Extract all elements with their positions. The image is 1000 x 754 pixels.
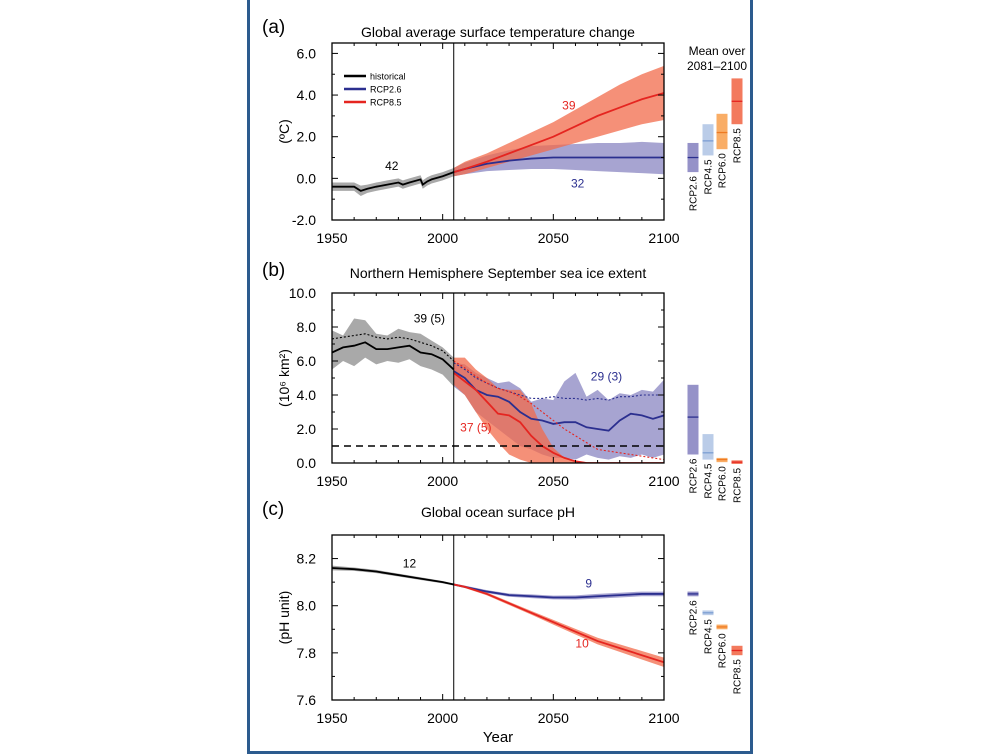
x-tick-label: 2100 — [648, 230, 679, 246]
mean-bar-label: RCP2.6 — [689, 176, 700, 211]
annotation-label: 39 (5) — [414, 312, 445, 326]
annotation-label: 32 — [571, 177, 585, 191]
mean-bar-label: RCP8.5 — [733, 128, 744, 163]
y-tick-label: 7.6 — [297, 692, 317, 708]
chart-title: Global average surface temperature chang… — [361, 24, 635, 40]
panel-label: (b) — [262, 260, 285, 281]
legend-label: RCP2.6 — [370, 85, 402, 95]
y-tick-label: 0.0 — [297, 170, 317, 186]
mean-bar-label: RCP8.5 — [733, 468, 744, 503]
band-rcp85 — [453, 357, 664, 463]
y-tick-label: 10.0 — [289, 285, 316, 301]
panel-a: (a) Global average surface temperature ch… — [262, 17, 744, 246]
series-line-historical — [332, 341, 455, 371]
x-axis-label: Year — [483, 729, 513, 746]
y-tick-label: -2.0 — [292, 212, 316, 228]
band-rcp26 — [453, 362, 664, 460]
mean-bars-header: 2081–2100 — [687, 59, 747, 73]
band-historical — [332, 318, 454, 387]
series-line-rcp26 — [453, 370, 664, 432]
series-line-rcp85 — [453, 583, 664, 664]
band-rcp85 — [453, 65, 664, 177]
y-tick-label: 2.0 — [297, 421, 317, 437]
subset-mean-line-historical — [332, 333, 455, 362]
annotation-label: 42 — [385, 159, 399, 173]
x-tick-label: 1950 — [316, 230, 347, 246]
mean-bar-label: RCP6.0 — [718, 466, 729, 501]
x-tick-label: 2000 — [427, 710, 458, 726]
chart-title: Northern Hemisphere September sea ice ex… — [350, 265, 647, 281]
legend-label: RCP8.5 — [370, 98, 402, 108]
series-line-historical — [332, 567, 454, 586]
x-tick-label: 1950 — [316, 710, 347, 726]
plot-frame — [331, 534, 665, 701]
chart-title: Global ocean surface pH — [421, 504, 575, 520]
mean-bar-label: RCP4.5 — [704, 159, 715, 194]
panel-label: (a) — [262, 17, 285, 38]
x-tick-label: 2100 — [648, 710, 679, 726]
y-axis-label: (pH unit) — [276, 591, 292, 645]
subset-mean-line-rcp85 — [453, 360, 664, 461]
series-line-rcp26 — [453, 156, 664, 173]
plot-area — [332, 318, 664, 463]
mean-bar-rcp26 — [687, 384, 699, 455]
y-tick-label: 4.0 — [297, 387, 317, 403]
mean-bar-label: RCP4.5 — [704, 619, 715, 654]
mean-bar-rcp60 — [716, 113, 728, 150]
y-tick-label: 0.0 — [297, 455, 317, 471]
mean-bar-label: RCP2.6 — [689, 458, 700, 493]
band-rcp26 — [453, 141, 664, 177]
mean-bar-label: RCP8.5 — [733, 659, 744, 694]
mean-bar-label: RCP2.6 — [689, 600, 700, 635]
annotation-label: 9 — [585, 576, 592, 590]
x-tick-label: 1950 — [316, 473, 347, 489]
plot-area — [332, 565, 664, 667]
mean-bar-rcp45 — [702, 434, 714, 460]
series-line-rcp26 — [453, 583, 664, 599]
mean-bar-label: RCP6.0 — [718, 633, 729, 668]
panel-label: (c) — [262, 499, 284, 520]
annotation-label: 39 — [562, 98, 576, 112]
figure-frame — [247, 0, 753, 754]
y-tick-label: 8.0 — [297, 598, 317, 614]
x-tick-label: 2050 — [538, 473, 569, 489]
series-line-rcp85 — [453, 92, 664, 173]
y-tick-label: 8.0 — [297, 319, 317, 335]
mean-bar-label: RCP4.5 — [704, 463, 715, 498]
x-tick-label: 2000 — [427, 230, 458, 246]
mean-bars-header: Mean over — [689, 44, 746, 58]
panel-b: (b) Northern Hemisphere September sea ice… — [262, 260, 744, 503]
series-line-historical — [332, 171, 455, 192]
annotation-label: 29 (3) — [591, 369, 622, 383]
annotation-label: 37 (5) — [460, 420, 491, 434]
y-tick-label: 2.0 — [297, 129, 317, 145]
x-tick-label: 2050 — [538, 230, 569, 246]
y-tick-label: 8.2 — [297, 551, 317, 567]
x-tick-label: 2100 — [648, 473, 679, 489]
y-tick-label: 6.0 — [297, 353, 317, 369]
annotation-label: 12 — [403, 556, 417, 570]
y-axis-label: (10⁶ km²) — [276, 349, 292, 407]
plot-frame — [331, 42, 665, 221]
legend-label: historical — [370, 72, 406, 82]
y-axis-label: (ºC) — [276, 119, 292, 144]
plot-area — [332, 65, 664, 197]
y-tick-label: 7.8 — [297, 645, 317, 661]
mean-bar-rcp45 — [702, 124, 714, 156]
band-historical — [332, 167, 454, 197]
x-tick-label: 2050 — [538, 710, 569, 726]
panel-c: (c) Global ocean surface pH 1950 2000 2050 21… — [262, 499, 744, 746]
y-tick-label: 6.0 — [297, 45, 317, 61]
x-tick-label: 2000 — [427, 473, 458, 489]
y-tick-label: 4.0 — [297, 87, 317, 103]
mean-bar-label: RCP6.0 — [718, 153, 729, 188]
annotation-label: 10 — [575, 636, 589, 650]
